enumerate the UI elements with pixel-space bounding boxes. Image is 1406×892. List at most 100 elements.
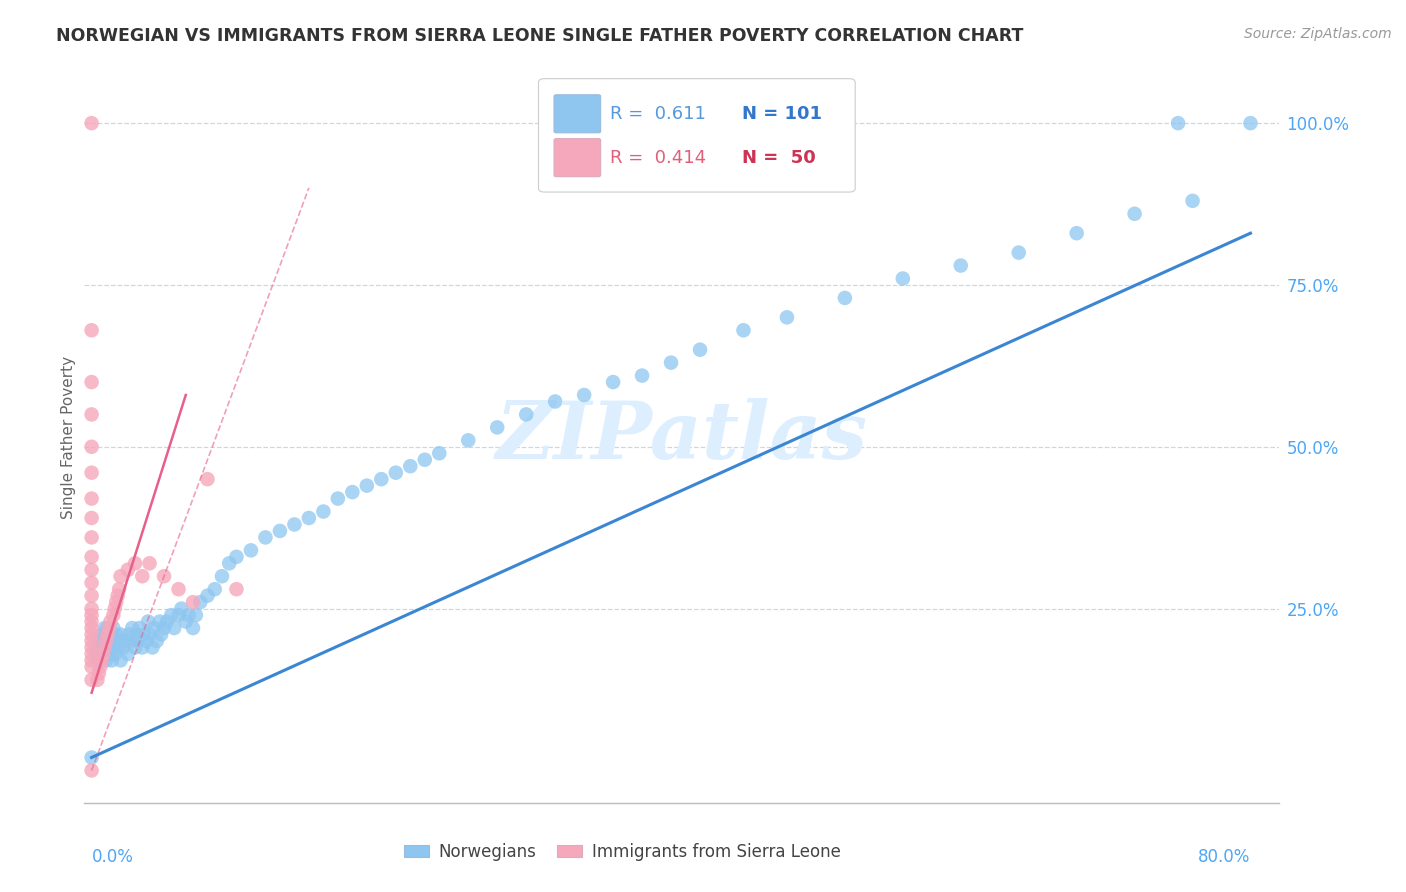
- FancyBboxPatch shape: [554, 95, 600, 133]
- Point: [181, 621, 204, 635]
- Point: [110, 627, 132, 641]
- Point: [163, 621, 186, 635]
- Point: [87, 634, 110, 648]
- Point: [689, 343, 711, 357]
- Point: [138, 557, 160, 571]
- Point: [120, 634, 142, 648]
- Text: 0.0%: 0.0%: [91, 848, 134, 866]
- Point: [96, 621, 118, 635]
- Point: [80, 634, 103, 648]
- Point: [80, 640, 103, 655]
- Point: [89, 640, 111, 655]
- FancyBboxPatch shape: [538, 78, 855, 192]
- Point: [160, 608, 183, 623]
- Point: [142, 621, 165, 635]
- Point: [93, 640, 115, 655]
- Point: [104, 647, 127, 661]
- Point: [80, 660, 103, 674]
- Point: [117, 647, 139, 661]
- Point: [114, 634, 136, 648]
- Point: [91, 634, 114, 648]
- Point: [93, 640, 115, 655]
- Point: [733, 323, 755, 337]
- Point: [110, 653, 132, 667]
- Point: [94, 640, 117, 655]
- Point: [298, 511, 321, 525]
- Point: [107, 640, 129, 655]
- Point: [80, 653, 103, 667]
- Point: [93, 621, 115, 635]
- Point: [80, 375, 103, 389]
- Point: [91, 647, 114, 661]
- Text: N =  50: N = 50: [742, 149, 815, 167]
- Point: [515, 408, 537, 422]
- Point: [167, 582, 190, 597]
- Point: [128, 621, 150, 635]
- Point: [269, 524, 291, 538]
- Text: R =  0.611: R = 0.611: [610, 104, 706, 123]
- Point: [356, 478, 378, 492]
- Point: [80, 575, 103, 590]
- Point: [80, 750, 103, 764]
- Point: [90, 653, 112, 667]
- Point: [101, 627, 124, 641]
- Point: [80, 530, 103, 544]
- Point: [457, 434, 479, 448]
- Point: [1167, 116, 1189, 130]
- Text: Source: ZipAtlas.com: Source: ZipAtlas.com: [1244, 27, 1392, 41]
- Point: [80, 563, 103, 577]
- Point: [225, 549, 247, 564]
- Point: [138, 627, 160, 641]
- Point: [312, 504, 335, 518]
- Point: [659, 356, 682, 370]
- Text: N = 101: N = 101: [742, 104, 821, 123]
- Point: [181, 595, 204, 609]
- Point: [80, 601, 103, 615]
- Point: [104, 634, 127, 648]
- Point: [136, 615, 159, 629]
- Point: [107, 589, 129, 603]
- Point: [104, 601, 127, 615]
- Point: [239, 543, 262, 558]
- Point: [94, 627, 117, 641]
- Point: [153, 569, 176, 583]
- Legend: Norwegians, Immigrants from Sierra Leone: Norwegians, Immigrants from Sierra Leone: [396, 837, 848, 868]
- Point: [80, 440, 103, 454]
- Point: [80, 408, 103, 422]
- Point: [544, 394, 567, 409]
- Point: [131, 640, 153, 655]
- Point: [87, 666, 110, 681]
- Point: [1123, 207, 1146, 221]
- Point: [80, 673, 103, 687]
- Point: [127, 634, 149, 648]
- Point: [101, 653, 124, 667]
- Point: [1181, 194, 1204, 208]
- Point: [118, 627, 141, 641]
- Point: [1008, 245, 1031, 260]
- Point: [108, 634, 131, 648]
- Point: [399, 459, 422, 474]
- Point: [427, 446, 450, 460]
- Point: [80, 511, 103, 525]
- Point: [170, 601, 193, 615]
- Point: [105, 627, 128, 641]
- Point: [80, 764, 103, 778]
- Point: [834, 291, 856, 305]
- Point: [103, 640, 125, 655]
- Point: [385, 466, 408, 480]
- Point: [1066, 226, 1088, 240]
- Point: [91, 647, 114, 661]
- Point: [100, 647, 122, 661]
- Point: [326, 491, 349, 506]
- Point: [86, 673, 108, 687]
- Point: [188, 595, 211, 609]
- Point: [225, 582, 247, 597]
- Text: ZIPatlas: ZIPatlas: [496, 399, 868, 475]
- Point: [174, 615, 197, 629]
- Point: [211, 569, 233, 583]
- Point: [80, 627, 103, 641]
- Point: [87, 653, 110, 667]
- Point: [949, 259, 972, 273]
- Point: [370, 472, 392, 486]
- Point: [283, 517, 305, 532]
